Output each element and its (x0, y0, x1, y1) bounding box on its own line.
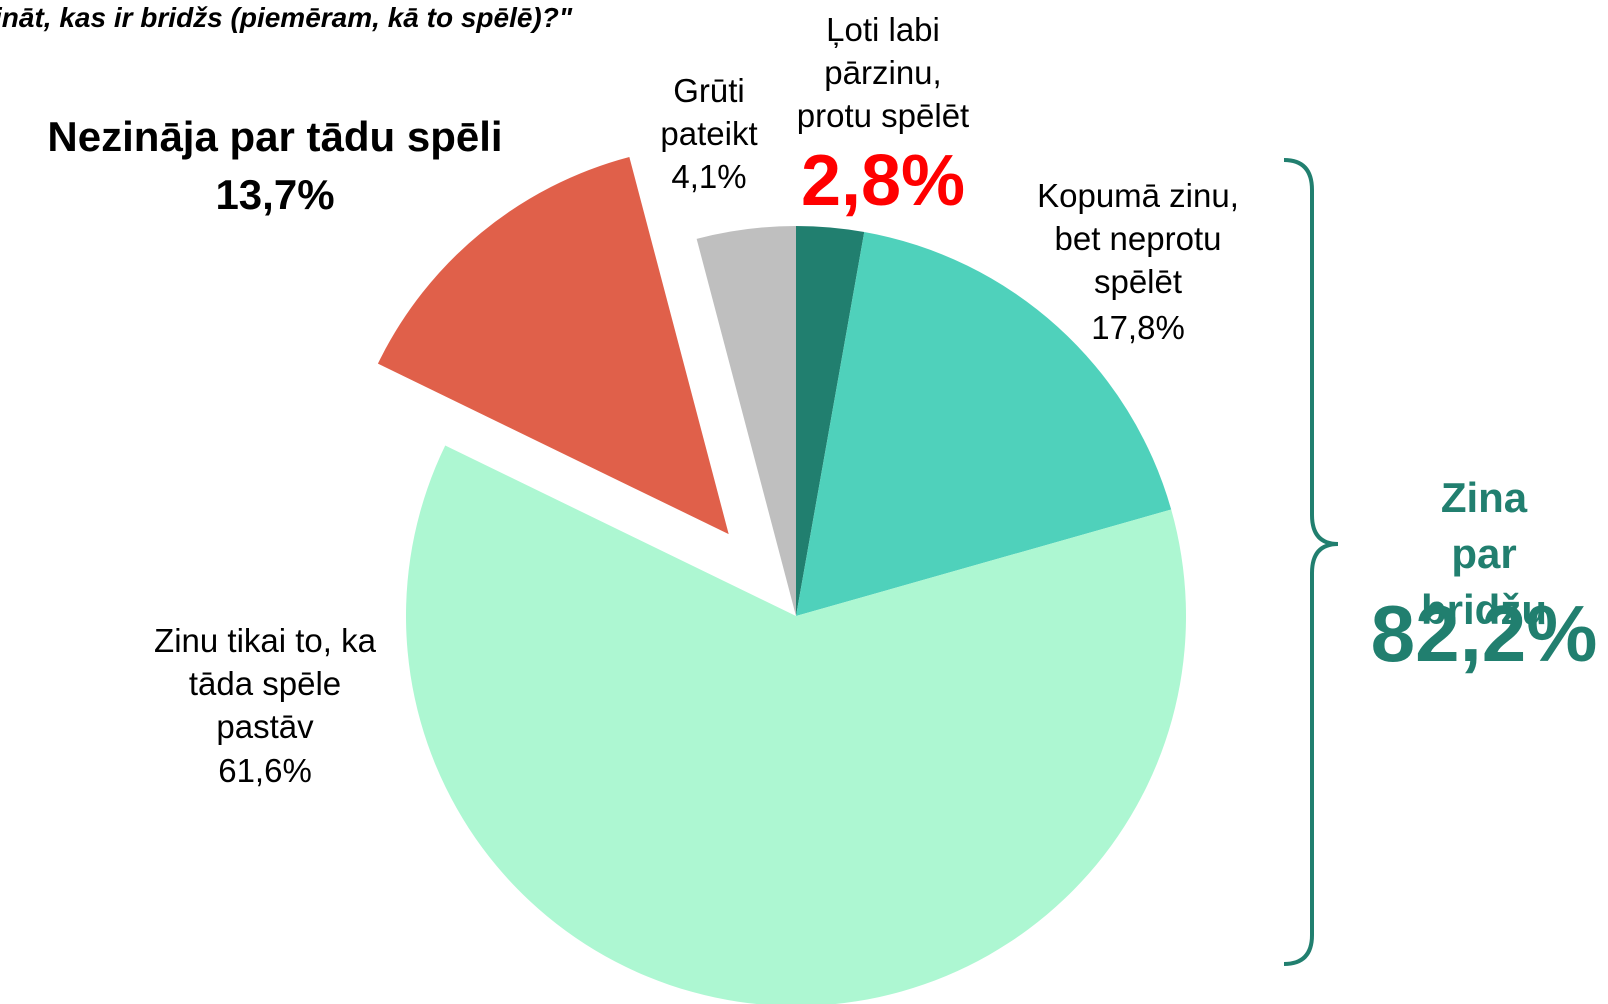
annotation-value: 82,2% (1370, 589, 1598, 678)
slice-label: Grūti pateikt (660, 72, 758, 152)
pie-slice (406, 445, 1186, 1004)
slice-value-label: 2,8% (800, 141, 966, 221)
pie-slice (377, 156, 729, 535)
slice-label: Nezināja par tādu spēli (47, 113, 503, 160)
slice-label: Kopumā zinu, bet neprotu spēlēt (1037, 177, 1239, 300)
pie-slice (796, 232, 1172, 617)
annotation-text: Zina par bridžu (1421, 474, 1547, 633)
bracket (1283, 158, 1339, 966)
pie-slice (796, 226, 865, 616)
slice-label: Zinu tikai to, ka tāda spēle pastāv (154, 622, 376, 745)
slice-value-label: 17,8% (1091, 309, 1185, 346)
slice-value-label: 4,1% (671, 158, 747, 195)
slice-value-label: 13,7% (215, 171, 335, 218)
chart-title: ināt, kas ir bridžs (piemēram, kā to spē… (0, 2, 573, 33)
slice-label: Ļoti labi pārzinu, protu spēlēt (796, 11, 970, 134)
slice-value-label: 61,6% (218, 752, 312, 789)
pie-slice (696, 226, 796, 616)
